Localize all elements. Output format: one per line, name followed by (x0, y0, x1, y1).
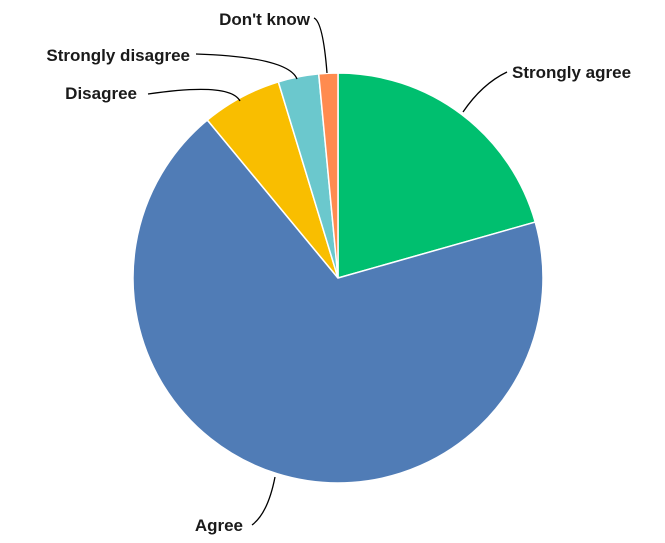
slice-label-strongly-agree: Strongly agree (512, 63, 631, 82)
leader-line-agree (251, 476, 276, 526)
labels-layer: Strongly agree Agree Disagree Strongly disa… (46, 10, 631, 535)
slice-label-don-t-know: Don't know (219, 10, 311, 29)
slice-label-strongly-disagree: Strongly disagree (46, 46, 190, 65)
slice-label-agree: Agree (195, 516, 243, 535)
leader-line-don-t-know (313, 17, 328, 74)
leader-line-strongly-agree (462, 71, 508, 113)
leader-line-strongly-disagree (195, 53, 298, 80)
slices-layer (132, 72, 544, 484)
pie-slice-strongly-agree (337, 72, 537, 279)
pie-slice-agree (132, 118, 544, 484)
leader-lines-layer (147, 17, 508, 526)
leader-line-disagree (147, 88, 241, 102)
pie-slice-don-t-know (317, 72, 339, 279)
slice-label-disagree: Disagree (65, 84, 137, 103)
